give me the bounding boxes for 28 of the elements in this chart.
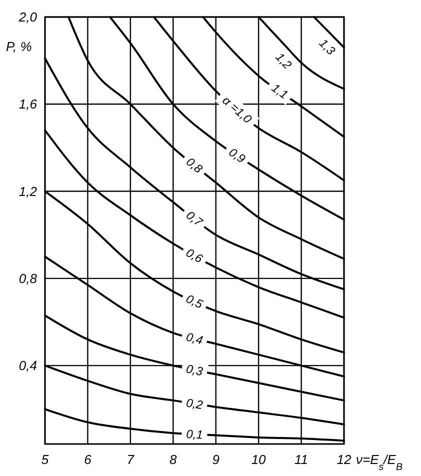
text: 1,1 xyxy=(268,80,291,102)
y-axis-title: P, % xyxy=(6,39,32,54)
x-tick-label: 9 xyxy=(212,452,220,467)
text: 0,9 xyxy=(226,145,248,166)
x-tick-label: 11 xyxy=(294,452,308,467)
x-tick-label: 6 xyxy=(84,452,92,467)
text: 0,3 xyxy=(184,362,204,379)
text: 0,5 xyxy=(184,292,206,312)
series-label: 0,1 xyxy=(186,426,204,442)
text: 0,2 xyxy=(185,396,204,412)
y-tick-label: 0,8 xyxy=(18,270,38,286)
text: 0,6 xyxy=(184,246,206,266)
x-tick-label: 7 xyxy=(126,452,135,467)
x-tick-label: 5 xyxy=(41,452,50,467)
text: 1,3 xyxy=(316,36,338,58)
text: 0,7 xyxy=(184,208,206,230)
y-tick-label: 1,2 xyxy=(18,184,38,199)
x-tick-label: 8 xyxy=(170,452,178,467)
y-tick-label: 2,0 xyxy=(18,10,38,25)
text: 0,4 xyxy=(184,330,205,348)
y-tick-label: 1,6 xyxy=(18,96,38,112)
text: α =1,0 xyxy=(220,93,255,126)
y-tick-label: 0,4 xyxy=(18,358,37,374)
x-tick-label: 10 xyxy=(251,452,267,467)
x-tick-label: 12 xyxy=(336,452,352,467)
text: 0,8 xyxy=(183,154,206,176)
x-axis-title: ν=E$_{s}$/E$_{B}$ xyxy=(356,452,403,472)
text: 1,2 xyxy=(272,50,295,72)
